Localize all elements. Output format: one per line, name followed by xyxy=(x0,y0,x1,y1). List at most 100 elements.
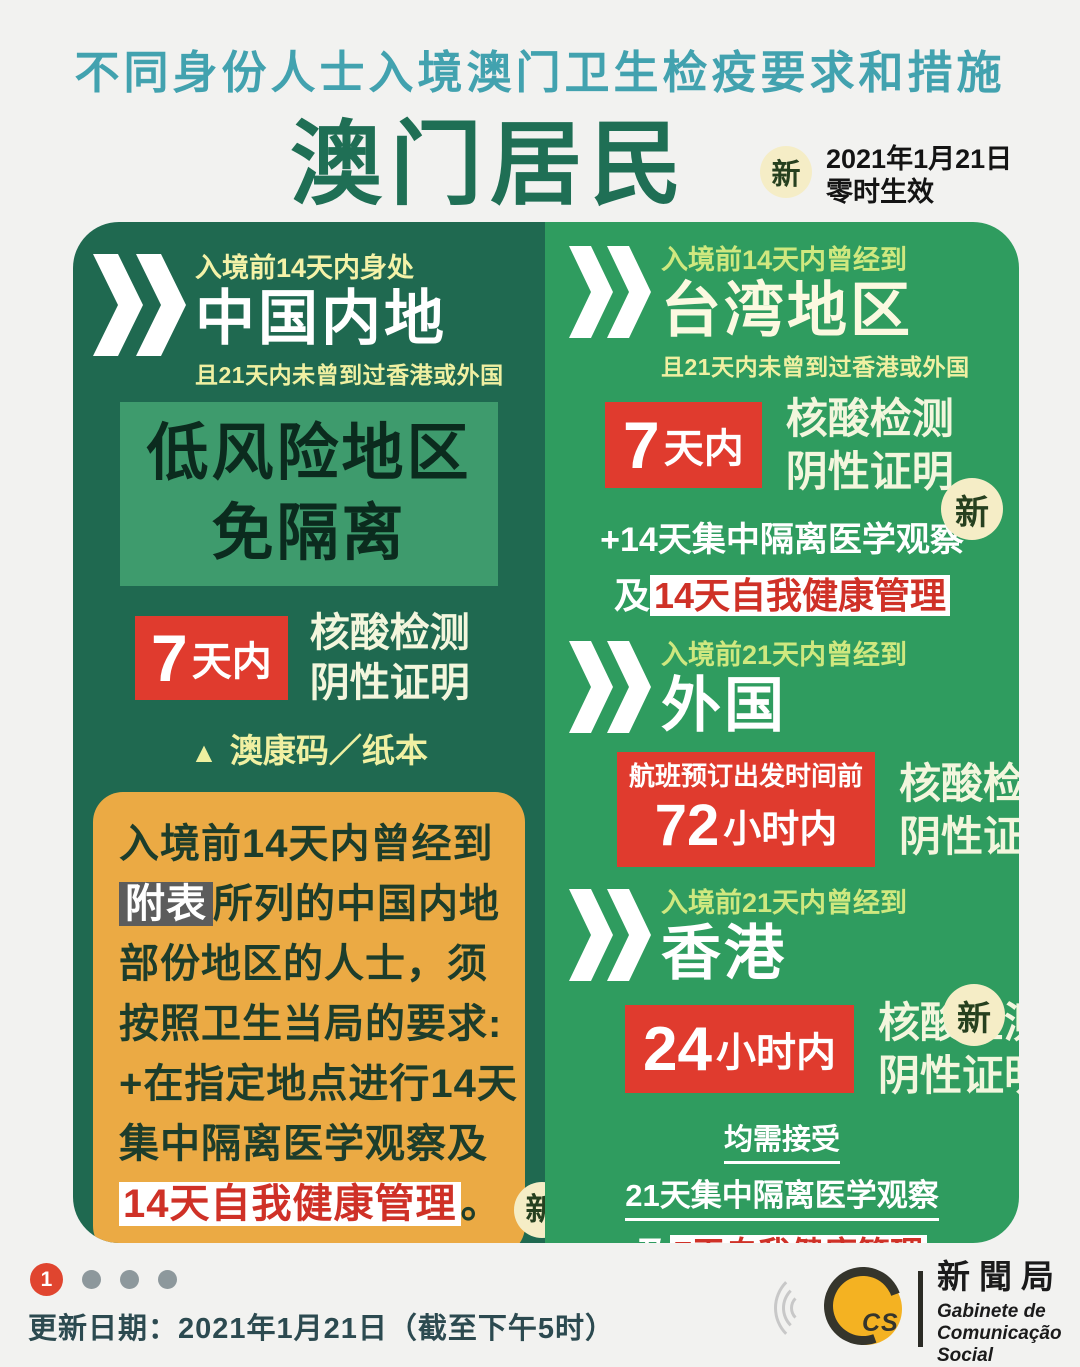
new-badge: 新 xyxy=(760,146,812,198)
test-text: 核酸检测 阴性证明 xyxy=(310,608,470,708)
test-requirement-row: 7 天内 核酸检测 阴性证明 xyxy=(605,392,1019,498)
notice-line: 集中隔离医学观察及 xyxy=(119,1122,488,1166)
time-number: 7 xyxy=(623,408,660,482)
section-intro: 入境前14天内身处 xyxy=(195,253,415,283)
chevron-right-icon xyxy=(569,246,651,338)
test-line2: 阴性证明 xyxy=(877,1052,1019,1099)
time-limit-box: 7 天内 xyxy=(135,616,288,700)
region-name: 香港 xyxy=(661,920,787,987)
page-dot xyxy=(82,1270,101,1289)
logo-name-cn: 新聞局 xyxy=(937,1260,1063,1296)
update-date: 更新日期：2021年1月21日（截至下午5时） xyxy=(28,1313,616,1345)
panels-container: 入境前14天内身处 中国内地 且21天内未曾到过香港或外国 低风险地区 免隔离 … xyxy=(73,222,1019,1243)
effective-date: 2021年1月21日 零时生效 xyxy=(826,143,1012,209)
section-intro: 入境前14天内曾经到 xyxy=(661,245,908,275)
region-name: 台湾地区 xyxy=(661,277,913,344)
special-areas-notice: 入境前14天内曾经到 附表 所列的中国内地 部份地区的人士，须 按照卫生当局的要求… xyxy=(93,792,570,1243)
time-unit: 小时内 xyxy=(715,1031,836,1075)
time-unit: 小时内 xyxy=(723,809,838,851)
low-risk-box: 低风险地区 免隔离 xyxy=(120,402,498,586)
soundwave-arc-icon xyxy=(774,1269,850,1346)
notice-line: 14天自我健康管理。新 xyxy=(119,1174,570,1239)
time-limit-box: 24 小时内 xyxy=(625,1005,854,1093)
health-code-row: ▲ 澳康码／纸本 xyxy=(73,724,545,772)
underlined-text: 及7天自我健康管理 xyxy=(637,1227,928,1243)
logo-name-pt: Gabinete de Comunicação Social xyxy=(937,1301,1080,1367)
section-header-mainland: 入境前14天内身处 中国内地 且21天内未曾到过香港或外国 xyxy=(93,246,545,390)
self-management-highlight: 14天自我健康管理 xyxy=(119,1182,461,1226)
panel-mainland-china: 入境前14天内身处 中国内地 且21天内未曾到过香港或外国 低风险地区 免隔离 … xyxy=(73,222,570,1243)
test-line1: 核酸检测 xyxy=(309,611,470,655)
health-code-text: 澳康码／纸本 xyxy=(229,732,428,769)
chevron-right-icon xyxy=(93,254,186,356)
section-condition: 且21天内未曾到过香港或外国 xyxy=(661,354,970,380)
triangle-icon: ▲ xyxy=(190,737,218,768)
page-dot xyxy=(120,1270,139,1289)
section-header-text: 入境前21天内曾经到 香港 xyxy=(661,881,907,986)
page-number-badge: 1 xyxy=(30,1263,63,1296)
main-title: 澳门居民 xyxy=(289,114,690,216)
quarantine-extra-line: +14天集中隔离医学观察 xyxy=(600,521,964,559)
region-name: 外国 xyxy=(661,672,787,739)
section-header-text: 入境前14天内身处 中国内地 且21天内未曾到过香港或外国 xyxy=(195,246,504,390)
section-header-foreign: 入境前21天内曾经到 外国 xyxy=(569,633,1019,738)
page-indicator: 1 xyxy=(30,1263,177,1296)
test-line1: 核酸检测 xyxy=(899,759,1019,807)
underlined-text: 均需接受 xyxy=(723,1116,840,1164)
notice-line: 附表 所列的中国内地 xyxy=(119,874,499,934)
section-header-taiwan: 入境前14天内曾经到 台湾地区 且21天内未曾到过香港或外国 xyxy=(569,238,1019,382)
section-intro: 入境前21天内曾经到 xyxy=(661,888,908,918)
panel-other-regions: 入境前14天内曾经到 台湾地区 且21天内未曾到过香港或外国 7 天内 核酸检测… xyxy=(545,222,1019,1243)
test-text: 核酸检测 阴性证明 xyxy=(899,757,1019,863)
self-management-highlight: 7天自我健康管理 xyxy=(669,1235,928,1243)
logo-text: 新聞局 Gabinete de Comunicação Social xyxy=(937,1250,1080,1367)
gcs-logo-mark: CS xyxy=(774,1253,915,1358)
low-risk-line2: 免隔离 xyxy=(211,499,407,568)
section-header-text: 入境前14天内曾经到 台湾地区 且21天内未曾到过香港或外国 xyxy=(661,238,970,382)
effective-date-line1: 2021年1月21日 xyxy=(826,144,1013,174)
summary-line3: 及7天自我健康管理 xyxy=(545,1227,1019,1243)
notice-line-end: 。 xyxy=(460,1182,502,1226)
underlined-text: 21天集中隔离医学观察 xyxy=(625,1170,939,1221)
logo-pt-line2: Comunicação Social xyxy=(937,1323,1062,1366)
low-risk-line1: 低风险地区 xyxy=(146,419,472,488)
chevron-right-icon xyxy=(569,889,651,981)
notice-line: 按照卫生当局的要求: xyxy=(119,1002,503,1046)
effective-date-line2: 零时生效 xyxy=(826,177,934,207)
time-limit-box: 航班预订出发时间前 72 小时内 xyxy=(617,752,876,867)
time-unit: 天内 xyxy=(663,427,744,471)
page-title: 不同身份人士入境澳门卫生检疫要求和措施 xyxy=(74,47,1006,98)
region-name: 中国内地 xyxy=(195,285,447,352)
section-condition: 且21天内未曾到过香港或外国 xyxy=(195,362,504,388)
page-dot xyxy=(158,1270,177,1289)
time-prefix: 航班预订出发时间前 xyxy=(629,761,864,791)
time-number: 7 xyxy=(151,621,188,695)
logo-letters: CS xyxy=(862,1308,899,1337)
test-line2: 阴性证明 xyxy=(785,448,954,495)
logo-pt-line1: Gabinete de xyxy=(937,1301,1046,1322)
notice-line: 入境前14天内曾经到 xyxy=(119,822,494,866)
test-line1: 核酸检测 xyxy=(785,395,954,442)
summary-line2: 21天集中隔离医学观察 xyxy=(545,1170,1019,1221)
section-intro: 入境前21天内曾经到 xyxy=(661,640,908,670)
logo-divider xyxy=(918,1270,923,1347)
test-text: 核酸检测 阴性证明 xyxy=(786,392,954,498)
chevron-right-icon xyxy=(569,641,651,733)
time-main: 72 小时内 xyxy=(655,792,838,859)
section-header-text: 入境前21天内曾经到 外国 xyxy=(661,633,907,738)
time-number: 72 xyxy=(654,793,720,858)
self-management-highlight: 14天自我健康管理 xyxy=(649,575,951,616)
prefix: 及 xyxy=(613,575,650,616)
self-management-line: 及 14天自我健康管理 xyxy=(545,567,1019,619)
time-unit: 天内 xyxy=(191,640,272,684)
quarantine-summary: 均需接受 21天集中隔离医学观察 及7天自我健康管理 xyxy=(545,1116,1019,1243)
notice-line: 部份地区的人士，须 xyxy=(119,942,488,986)
annex-tag: 附表 xyxy=(119,882,213,926)
notice-line-rest: 所列的中国内地 xyxy=(213,882,500,926)
test-requirement-row: 航班预订出发时间前 72 小时内 核酸检测 阴性证明 xyxy=(581,752,1019,867)
new-badge: 新 xyxy=(941,478,1003,540)
test-line2: 阴性证明 xyxy=(899,812,1019,860)
test-requirement-row: 7 天内 核酸检测 阴性证明 xyxy=(135,608,545,708)
notice-line: +在指定地点进行14天 xyxy=(119,1062,518,1106)
